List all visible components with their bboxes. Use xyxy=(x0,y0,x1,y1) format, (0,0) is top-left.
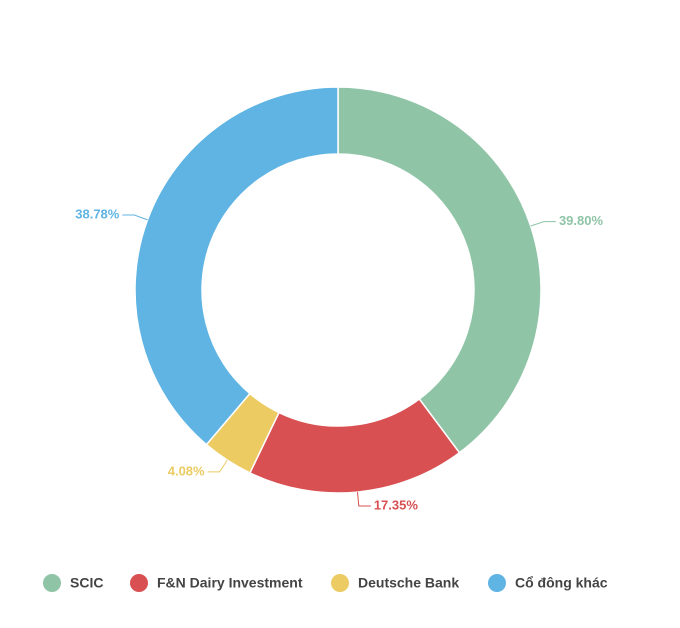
legend-marker xyxy=(130,574,148,592)
donut-segment xyxy=(134,86,339,446)
leader-line xyxy=(356,492,371,507)
legend-label: Cổ đông khác xyxy=(515,575,608,591)
legend-marker xyxy=(488,574,506,592)
leader-line xyxy=(207,459,228,473)
data-label: 39.80% xyxy=(559,213,604,228)
legend-label: Deutsche Bank xyxy=(358,575,459,591)
legend-label: SCIC xyxy=(70,575,103,591)
donut-segment xyxy=(337,86,542,454)
legend-marker xyxy=(331,574,349,592)
data-label: 17.35% xyxy=(374,497,419,512)
legend-marker xyxy=(43,574,61,592)
legend-label: F&N Dairy Investment xyxy=(157,575,303,591)
data-label: 4.08% xyxy=(168,463,205,478)
leader-line xyxy=(122,214,148,221)
leader-line xyxy=(530,221,556,227)
donut-segment xyxy=(248,397,461,494)
data-label: 38.78% xyxy=(75,206,120,221)
